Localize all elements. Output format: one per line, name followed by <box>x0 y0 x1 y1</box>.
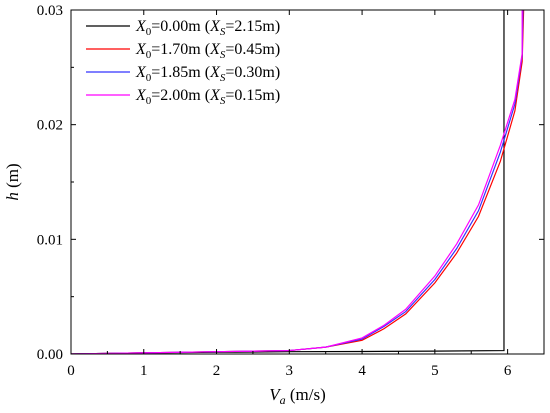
axes: 0 1 2 3 4 5 6 0.00 0.01 0.02 0.03 Va (m/s) h (m) <box>3 3 545 407</box>
y-tick-label: 0.00 <box>37 347 63 363</box>
y-axis-label: h (m) <box>3 163 22 200</box>
series-line-3 <box>71 10 524 354</box>
x-tick-label: 2 <box>213 363 221 379</box>
y-tick-label: 0.03 <box>37 3 63 19</box>
series-group <box>71 10 525 354</box>
series-line-1 <box>71 10 505 354</box>
legend: X0=0.00m (XS=2.15m) X0=1.70m (XS=0.45m) X0… <box>86 18 280 107</box>
x-tick-label: 0 <box>67 363 75 379</box>
x-tick-label: 3 <box>286 363 294 379</box>
legend-entry-2: X0=1.70m (XS=0.45m) <box>135 41 280 61</box>
x-tick-label: 1 <box>140 363 148 379</box>
x-tick-label: 6 <box>504 363 512 379</box>
series-line-2 <box>71 10 525 354</box>
plot-frame <box>70 9 545 355</box>
legend-entry-1: X0=0.00m (XS=2.15m) <box>135 18 280 38</box>
y-tick-label: 0.01 <box>37 232 63 248</box>
x-tick-label: 5 <box>431 363 439 379</box>
x-axis-label: Va (m/s) <box>269 385 326 407</box>
series-line-4 <box>71 10 523 354</box>
x-tick-label: 4 <box>358 363 366 379</box>
legend-entry-4: X0=2.00m (XS=0.15m) <box>135 87 280 107</box>
y-tick-label: 0.02 <box>37 118 63 134</box>
legend-entry-3: X0=1.85m (XS=0.30m) <box>135 64 280 84</box>
